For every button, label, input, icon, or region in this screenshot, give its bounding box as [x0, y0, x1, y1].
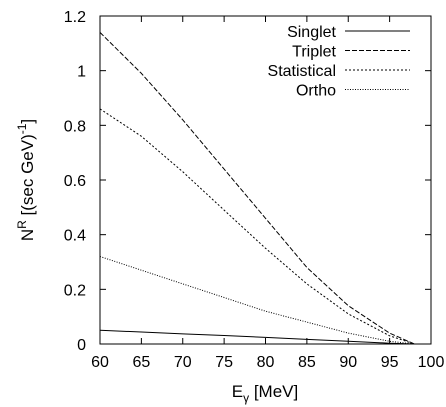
series-line-triplet [99, 32, 415, 345]
x-axis-title-rest: [MeV] [249, 382, 298, 401]
y-tick-label-0: 0 [77, 337, 86, 354]
x-tick-label-90: 90 [339, 354, 357, 371]
x-axis-title-sub: γ [243, 391, 249, 405]
x-tick-label-85: 85 [298, 354, 316, 371]
x-axis-title: Eγ [MeV] [232, 382, 298, 405]
y-tick-label-3: 0.6 [64, 173, 86, 190]
y-axis-title-end: ] [18, 119, 37, 124]
y-tick-label-5: 1 [77, 64, 86, 81]
x-tick-label-70: 70 [174, 354, 192, 371]
legend-label-triplet: Triplet [292, 44, 336, 61]
x-tick-label-60: 60 [91, 354, 109, 371]
x-axis-title-main: E [232, 382, 243, 401]
y-tick-label-1: 0.2 [64, 282, 86, 299]
series-layer [99, 32, 415, 345]
legend-label-statistical: Statistical [268, 63, 336, 80]
ticks: 60 65 70 75 80 85 90 95 100 0 0.2 0.4 0.6 0.8 1 1.2 [64, 9, 445, 371]
legend: Singlet Triplet Statistical Ortho [268, 24, 410, 100]
series-line-statistical [99, 108, 415, 345]
plot-frame [99, 15, 432, 345]
y-tick-label-2: 0.4 [64, 228, 86, 245]
x-tick-label-95: 95 [381, 354, 399, 371]
series-line-ortho [99, 256, 415, 345]
y-tick-label-6: 1.2 [64, 9, 86, 26]
y-axis-title-rest: [(sec GeV) [18, 134, 37, 220]
x-tick-label-65: 65 [132, 354, 150, 371]
x-tick-label-75: 75 [215, 354, 233, 371]
series-line-singlet [99, 329, 415, 345]
x-tick-label-100: 100 [418, 354, 445, 371]
y-axis-title-sup: R [15, 220, 29, 229]
y-axis-title: NR [(sec GeV)-1] [15, 119, 37, 241]
x-tick-label-80: 80 [257, 354, 275, 371]
y-tick-label-4: 0.8 [64, 118, 86, 135]
y-axis-title-sup2: -1 [15, 123, 29, 134]
y-axis-title-main: N [18, 229, 37, 241]
legend-label-singlet: Singlet [287, 24, 336, 41]
legend-label-ortho: Ortho [296, 83, 336, 100]
